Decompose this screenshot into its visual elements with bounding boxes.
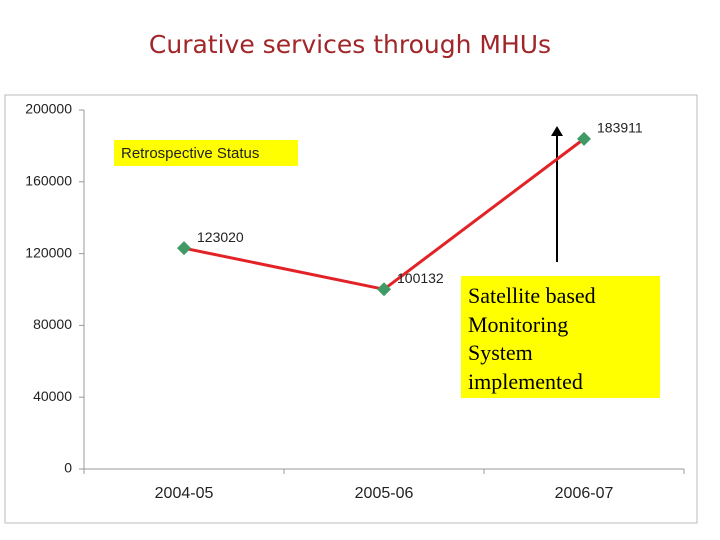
y-tick-label: 0 [64,460,72,476]
marker [577,131,591,146]
y-tick-label: 160000 [25,173,72,189]
x-tick-label: 2004-05 [155,485,214,502]
y-tick-label: 80000 [33,316,72,332]
chart-frame [4,94,698,524]
annotation-box: Satellite based Monitoring System implem… [461,276,660,398]
annotation-box [114,140,298,166]
data-label: 183911 [597,120,643,136]
y-tick-label: 40000 [33,388,72,404]
marker [377,282,391,297]
y-tick-label: 200000 [25,101,72,117]
chart-title: Curative services through MHUs [148,30,552,59]
data-label: 123020 [197,229,244,245]
annotation: Retrospective Status [121,145,259,162]
x-tick-label: 2006-07 [555,485,614,502]
data-label: 100132 [397,270,444,286]
arrow-head [551,126,563,136]
y-tick-label: 120000 [25,244,72,260]
x-tick-label: 2005-06 [355,485,414,502]
marker [177,241,191,256]
annotation: Satellite based Monitoring System implem… [468,283,596,394]
